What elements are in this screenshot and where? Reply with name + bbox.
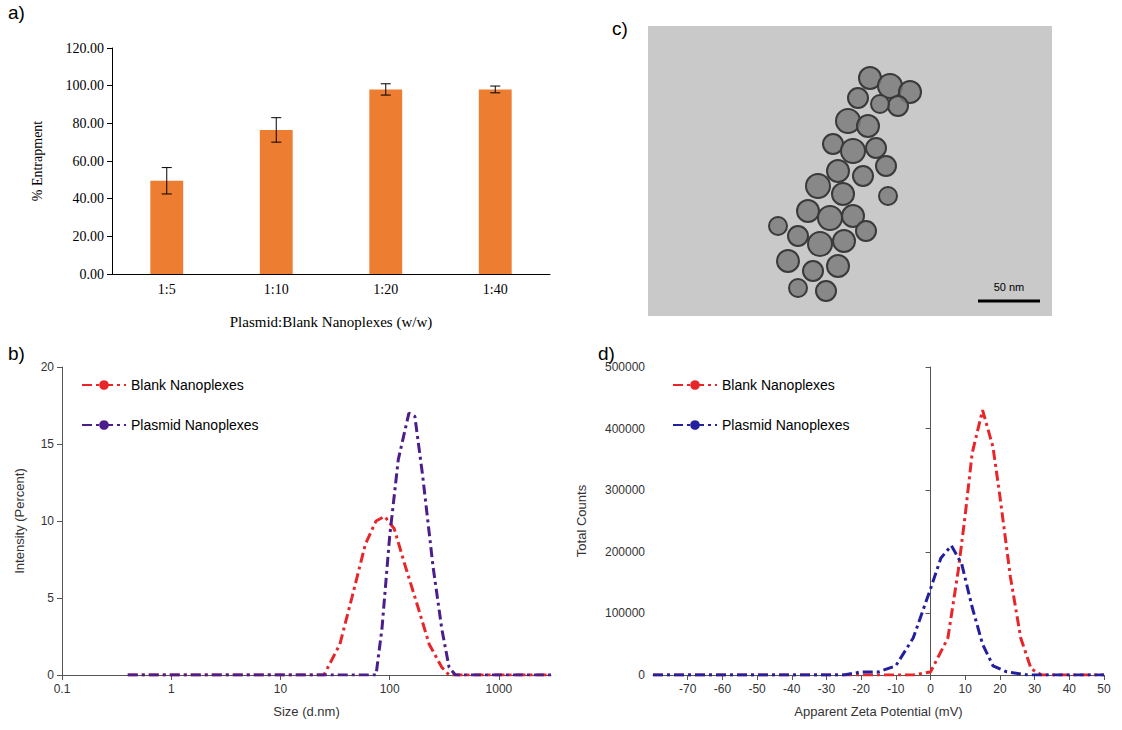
svg-text:300000: 300000 (605, 483, 645, 497)
svg-text:Intensity (Percent): Intensity (Percent) (12, 468, 27, 574)
svg-text:120.00: 120.00 (66, 41, 105, 56)
svg-text:-50: -50 (748, 682, 766, 696)
html-text:a): a) (8, 2, 25, 23)
svg-text:10: 10 (41, 514, 55, 528)
svg-text:% Entrapment: % Entrapment (30, 121, 45, 202)
svg-text:100000: 100000 (605, 606, 645, 620)
svg-text:Blank Nanoplexes: Blank Nanoplexes (131, 377, 244, 393)
svg-text:Apparent Zeta Potential (mV): Apparent Zeta Potential (mV) (794, 704, 962, 719)
svg-text:60.00: 60.00 (73, 154, 105, 169)
html-text:c): c) (612, 18, 628, 39)
svg-text:Size (d.nm): Size (d.nm) (273, 704, 339, 719)
svg-text:0.1: 0.1 (54, 682, 71, 696)
svg-text:Blank Nanoplexes: Blank Nanoplexes (722, 377, 835, 393)
svg-text:-30: -30 (818, 682, 836, 696)
svg-text:20: 20 (41, 360, 55, 374)
html-text:b): b) (8, 343, 25, 364)
svg-text:-70: -70 (679, 682, 697, 696)
svg-text:0: 0 (927, 682, 934, 696)
svg-text:100: 100 (380, 682, 400, 696)
svg-text:30: 30 (1028, 682, 1042, 696)
svg-text:1000: 1000 (486, 682, 513, 696)
svg-text:400000: 400000 (605, 422, 645, 436)
svg-text:40: 40 (1063, 682, 1077, 696)
svg-text:1:40: 1:40 (483, 282, 508, 297)
svg-text:80.00: 80.00 (73, 116, 105, 131)
svg-text:10: 10 (959, 682, 973, 696)
svg-text:40.00: 40.00 (73, 191, 105, 206)
svg-text:500000: 500000 (605, 360, 645, 374)
html-text:d): d) (598, 343, 615, 364)
svg-text:1:5: 1:5 (158, 282, 176, 297)
svg-text:-20: -20 (852, 682, 870, 696)
svg-text:20: 20 (993, 682, 1007, 696)
svg-text:100.00: 100.00 (66, 78, 105, 93)
svg-text:Plasmid Nanoplexes: Plasmid Nanoplexes (722, 417, 850, 433)
svg-text:200000: 200000 (605, 545, 645, 559)
svg-text:-40: -40 (783, 682, 801, 696)
svg-text:0.00: 0.00 (80, 267, 105, 282)
svg-text:50 nm: 50 nm (994, 281, 1025, 293)
svg-text:15: 15 (41, 437, 55, 451)
svg-text:10: 10 (274, 682, 288, 696)
svg-text:20.00: 20.00 (73, 229, 105, 244)
svg-text:0: 0 (638, 668, 645, 682)
svg-text:0: 0 (47, 668, 54, 682)
svg-text:1:20: 1:20 (373, 282, 398, 297)
svg-text:-60: -60 (714, 682, 732, 696)
svg-text:50: 50 (1097, 682, 1111, 696)
svg-text:Plasmid Nanoplexes: Plasmid Nanoplexes (131, 417, 259, 433)
svg-text:-10: -10 (887, 682, 905, 696)
svg-text:1: 1 (168, 682, 175, 696)
svg-text:Total Counts: Total Counts (574, 484, 589, 557)
svg-text:1:10: 1:10 (264, 282, 289, 297)
svg-text:Plasmid:Blank Nanoplexes (w/w): Plasmid:Blank Nanoplexes (w/w) (230, 314, 432, 331)
svg-text:5: 5 (47, 591, 54, 605)
